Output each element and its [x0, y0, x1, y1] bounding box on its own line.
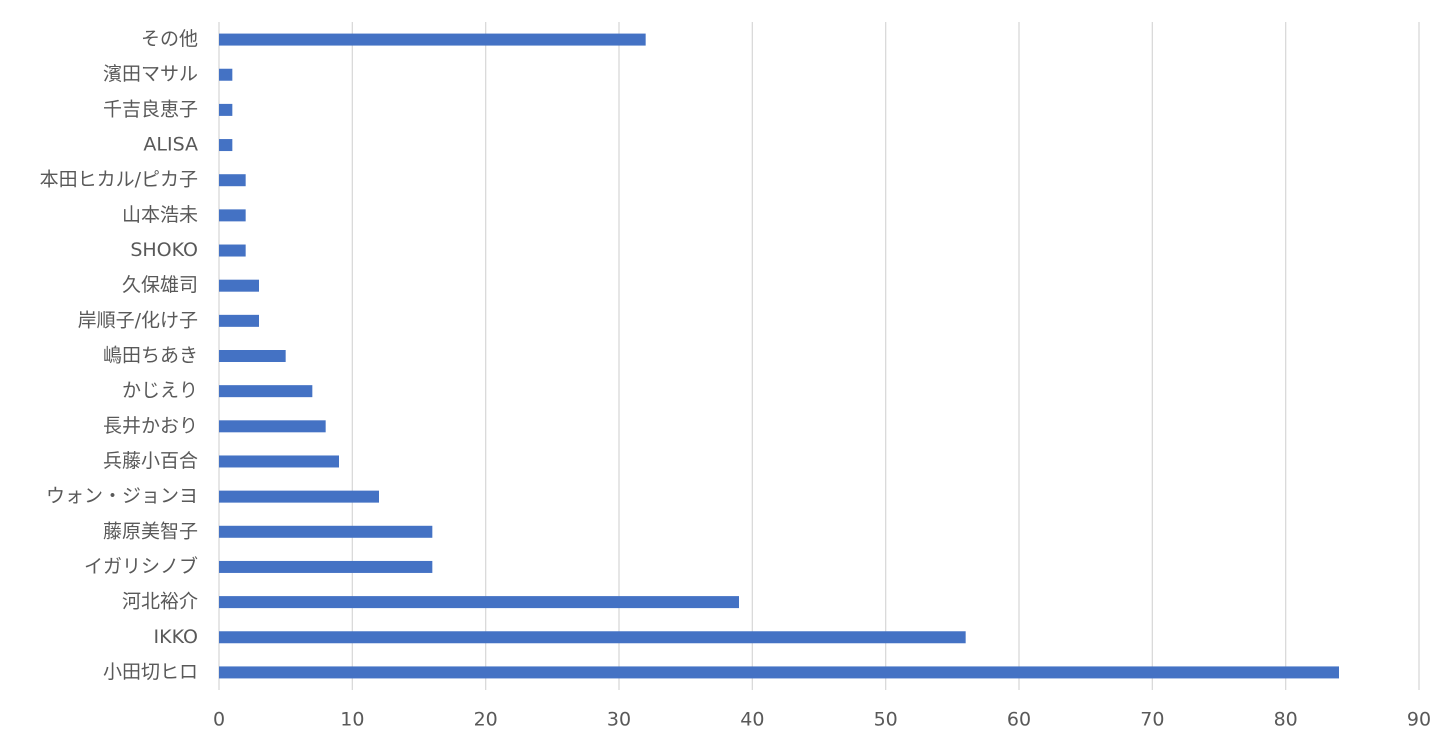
x-tick-label: 60: [1007, 709, 1031, 731]
y-tick-label: ALISA: [143, 134, 198, 156]
y-tick-label: 濱田マサル: [103, 63, 198, 85]
bar: [219, 314, 259, 327]
bar: [219, 209, 246, 222]
y-tick-label: 長井かおり: [103, 415, 198, 437]
x-tick-label: 20: [474, 709, 498, 731]
y-tick-label: 岸順子/化け子: [78, 309, 198, 331]
bar: [219, 666, 1339, 679]
bar: [219, 385, 313, 398]
bar: [219, 174, 246, 187]
bar: [219, 596, 739, 609]
bar: [219, 33, 646, 46]
y-tick-label: 兵藤小百合: [103, 450, 198, 472]
y-tick-label: その他: [141, 28, 198, 50]
bar: [219, 139, 233, 152]
bar: [219, 455, 339, 468]
y-tick-label: 藤原美智子: [103, 520, 198, 542]
bar: [219, 631, 966, 644]
bar: [219, 525, 433, 538]
y-tick-label: 嶋田ちあき: [103, 345, 198, 367]
bar: [219, 68, 233, 81]
bar: [219, 244, 246, 257]
x-tick-label: 0: [213, 709, 225, 731]
x-tick-label: 50: [874, 709, 898, 731]
bar: [219, 350, 286, 362]
bar: [219, 420, 326, 433]
bar: [219, 560, 433, 573]
x-tick-label: 80: [1274, 709, 1298, 731]
x-tick-label: 30: [607, 709, 631, 731]
y-tick-label: 千吉良恵子: [103, 98, 198, 120]
x-tick-label: 40: [740, 709, 764, 731]
y-tick-label: 山本浩未: [122, 204, 198, 226]
bar: [219, 279, 259, 292]
y-tick-label: SHOKO: [130, 239, 198, 261]
y-tick-label: 久保雄司: [122, 274, 198, 296]
y-tick-label: 本田ヒカル/ピカ子: [40, 169, 198, 191]
x-tick-label: 90: [1407, 709, 1431, 731]
y-tick-label: IKKO: [154, 626, 198, 648]
bar: [219, 490, 379, 503]
y-tick-label: ウォン・ジョンヨ: [46, 485, 198, 507]
bar: [219, 103, 233, 116]
x-tick-label: 70: [1140, 709, 1164, 731]
y-tick-label: かじえり: [122, 380, 198, 402]
x-tick-label: 10: [340, 709, 364, 731]
y-tick-label: 河北裕介: [122, 591, 198, 613]
y-tick-label: 小田切ヒロ: [103, 661, 198, 683]
y-tick-label: イガリシノブ: [84, 554, 198, 577]
